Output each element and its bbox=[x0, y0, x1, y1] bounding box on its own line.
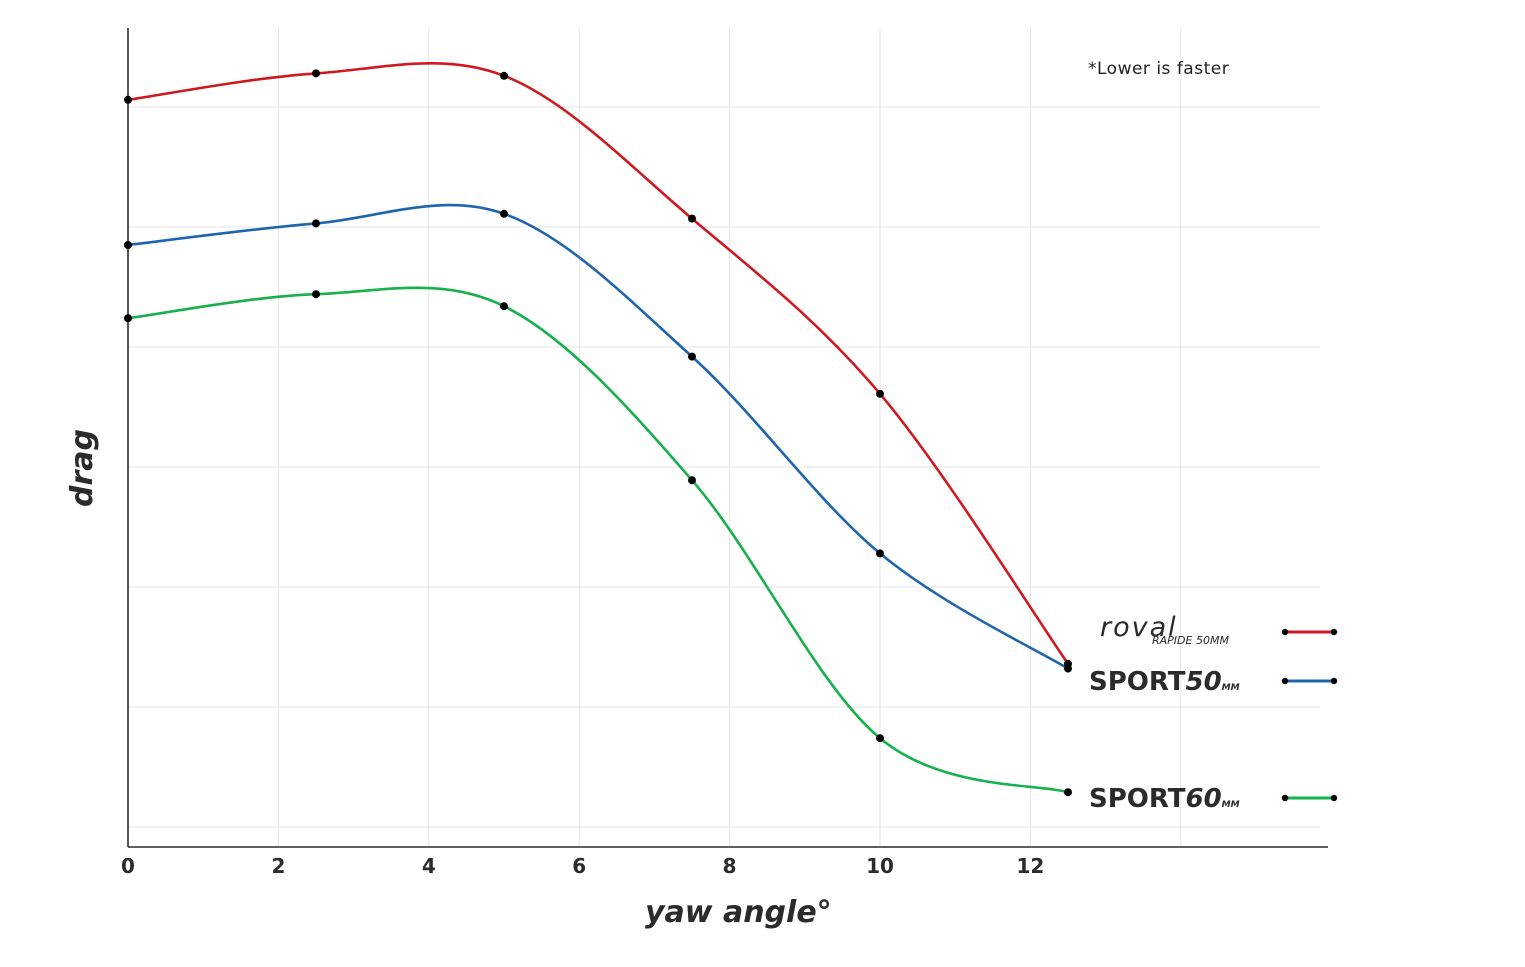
legend-sport60-marker-right bbox=[1330, 794, 1338, 802]
legend-sport60-label: SPORT60MM bbox=[1089, 784, 1240, 814]
x-tick-label: 12 bbox=[1016, 854, 1044, 878]
data-point-roval bbox=[312, 69, 320, 78]
data-point-sport50 bbox=[500, 209, 508, 218]
x-tick-label: 10 bbox=[866, 854, 894, 878]
legend-sport50-marker-right bbox=[1330, 677, 1338, 685]
x-tick-labels: 0 2 4 6 8 10 12 bbox=[121, 854, 1044, 878]
data-point-sport50 bbox=[688, 352, 696, 361]
legend-roval-marker-left bbox=[1281, 628, 1289, 636]
legend-roval-marker-right bbox=[1330, 628, 1338, 636]
x-tick-label: 4 bbox=[422, 854, 436, 878]
legend-sport50-unit: MM bbox=[1222, 683, 1240, 693]
legend-sport50-num: 50 bbox=[1185, 667, 1221, 697]
x-tick-label: 2 bbox=[271, 854, 285, 878]
data-point-sport50 bbox=[312, 219, 320, 228]
legend-item-roval: roval RAPIDE 50MM bbox=[1100, 612, 1338, 647]
legend-roval-model: RAPIDE 50MM bbox=[1152, 634, 1229, 647]
series-line-sport60 bbox=[126, 286, 1070, 794]
data-point-roval bbox=[688, 214, 696, 223]
data-point-roval bbox=[124, 95, 132, 104]
x-tick-label: 6 bbox=[572, 854, 586, 878]
legend-sport60-marker-left bbox=[1281, 794, 1289, 802]
legend-item-sport50: SPORT50MM bbox=[1089, 667, 1338, 697]
data-point-sport50 bbox=[1064, 664, 1072, 673]
legend-sport60-main: SPORT bbox=[1089, 784, 1186, 814]
legend-sport50-label: SPORT50MM bbox=[1089, 667, 1240, 697]
series-line-roval bbox=[126, 62, 1070, 666]
data-point-sport60 bbox=[688, 476, 696, 485]
legend-sport50-main: SPORT bbox=[1089, 667, 1186, 697]
x-axis-title: yaw angle° bbox=[645, 895, 832, 930]
x-tick-label: 8 bbox=[723, 854, 737, 878]
data-points bbox=[124, 69, 1072, 797]
data-point-sport60 bbox=[1064, 788, 1072, 797]
data-point-sport50 bbox=[876, 549, 884, 558]
legend-item-sport60: SPORT60MM bbox=[1089, 784, 1338, 814]
data-point-sport50 bbox=[124, 241, 132, 249]
x-tick-label: 0 bbox=[121, 854, 135, 878]
legend: roval RAPIDE 50MM SPORT50MM SPORT60MM bbox=[1089, 612, 1338, 814]
legend-roval-logo: roval bbox=[1100, 612, 1178, 643]
lower-is-faster-note: *Lower is faster bbox=[1088, 59, 1229, 79]
y-axis-title: drag bbox=[65, 429, 100, 507]
gridlines bbox=[128, 28, 1320, 847]
data-point-sport60 bbox=[876, 734, 884, 743]
legend-sport60-num: 60 bbox=[1185, 784, 1221, 814]
series-lines bbox=[126, 62, 1070, 794]
legend-sport50-marker-left bbox=[1281, 677, 1289, 685]
series-line-sport50 bbox=[126, 203, 1070, 670]
axes bbox=[127, 28, 1328, 848]
data-point-roval bbox=[500, 71, 508, 80]
data-point-sport60 bbox=[312, 290, 320, 299]
data-point-sport60 bbox=[124, 314, 132, 323]
data-point-roval bbox=[876, 389, 884, 398]
legend-sport60-unit: MM bbox=[1222, 800, 1240, 810]
data-point-sport60 bbox=[500, 302, 508, 311]
